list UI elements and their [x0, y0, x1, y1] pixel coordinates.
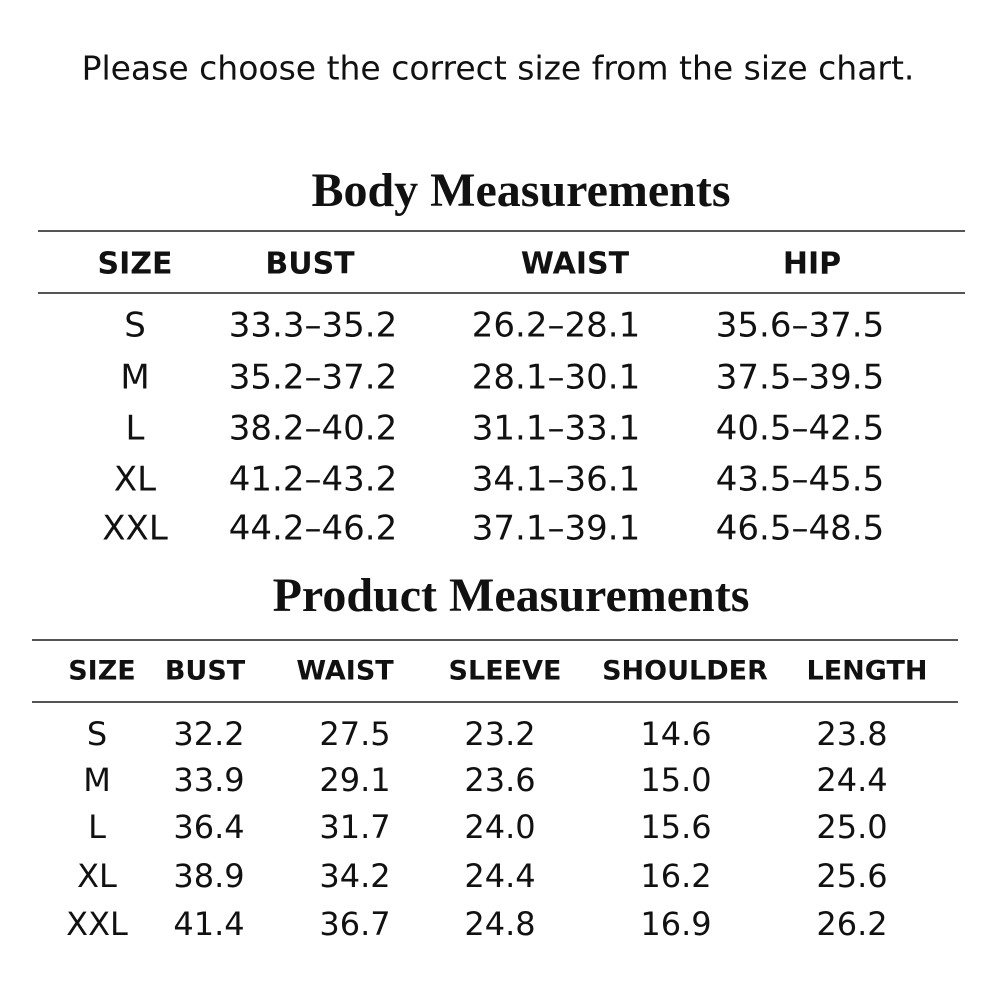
table-cell: 46.5–48.5: [716, 509, 884, 549]
column-header: WAIST: [296, 656, 394, 687]
table-cell: 23.6: [464, 761, 535, 799]
column-header: LENGTH: [807, 656, 928, 687]
table-cell: 32.2: [173, 715, 244, 753]
table-cell: 24.0: [464, 808, 535, 846]
table-cell: XXL: [66, 905, 128, 943]
column-header: WAIST: [521, 247, 630, 282]
table-cell: 26.2–28.1: [472, 306, 640, 346]
table-cell: S: [124, 306, 146, 346]
table-cell: XXL: [102, 509, 168, 549]
table-cell: 16.9: [640, 905, 711, 943]
table-cell: M: [83, 761, 111, 799]
table-cell: 29.1: [319, 761, 390, 799]
table-cell: 34.2: [319, 857, 390, 895]
table-cell: 37.5–39.5: [716, 358, 884, 398]
table-cell: XL: [114, 460, 156, 500]
table-cell: 26.2: [816, 905, 887, 943]
table-title: Product Measurements: [273, 569, 750, 622]
table-cell: 24.4: [816, 761, 887, 799]
table-cell: 41.4: [173, 905, 244, 943]
table-cell: 25.6: [816, 857, 887, 895]
table-cell: 14.6: [640, 715, 711, 753]
table-cell: 16.2: [640, 857, 711, 895]
table-cell: L: [126, 409, 145, 449]
table-cell: 35.6–37.5: [716, 306, 884, 346]
intro-text: Please choose the correct size from the …: [82, 49, 915, 88]
column-header: SHOULDER: [602, 656, 768, 687]
table-cell: 43.5–45.5: [716, 460, 884, 500]
column-header: HIP: [783, 247, 841, 282]
table-cell: 40.5–42.5: [716, 409, 884, 449]
column-header: SLEEVE: [449, 656, 562, 687]
table-cell: 38.2–40.2: [229, 409, 397, 449]
table-cell: 36.7: [319, 905, 390, 943]
table-cell: 28.1–30.1: [472, 358, 640, 398]
table-cell: 44.2–46.2: [229, 509, 397, 549]
table-cell: 34.1–36.1: [472, 460, 640, 500]
table-cell: L: [88, 808, 106, 846]
table-cell: 33.9: [173, 761, 244, 799]
table-cell: XL: [77, 857, 117, 895]
column-header: SIZE: [68, 656, 136, 687]
table-cell: 36.4: [173, 808, 244, 846]
table-cell: 37.1–39.1: [472, 509, 640, 549]
table-cell: 23.8: [816, 715, 887, 753]
table-cell: 23.2: [464, 715, 535, 753]
table-cell: 27.5: [319, 715, 390, 753]
table-cell: 41.2–43.2: [229, 460, 397, 500]
table-cell: S: [87, 715, 107, 753]
column-header: SIZE: [97, 247, 172, 282]
table-cell: 35.2–37.2: [229, 358, 397, 398]
column-header: BUST: [265, 247, 355, 282]
table-cell: 24.4: [464, 857, 535, 895]
table-cell: 15.0: [640, 761, 711, 799]
table-cell: 33.3–35.2: [229, 306, 397, 346]
table-cell: 24.8: [464, 905, 535, 943]
table-cell: 38.9: [173, 857, 244, 895]
table-cell: 31.7: [319, 808, 390, 846]
table-title: Body Measurements: [311, 164, 730, 217]
column-header: BUST: [165, 656, 246, 687]
table-cell: 25.0: [816, 808, 887, 846]
table-cell: 31.1–33.1: [472, 409, 640, 449]
table-cell: M: [120, 358, 149, 398]
table-cell: 15.6: [640, 808, 711, 846]
